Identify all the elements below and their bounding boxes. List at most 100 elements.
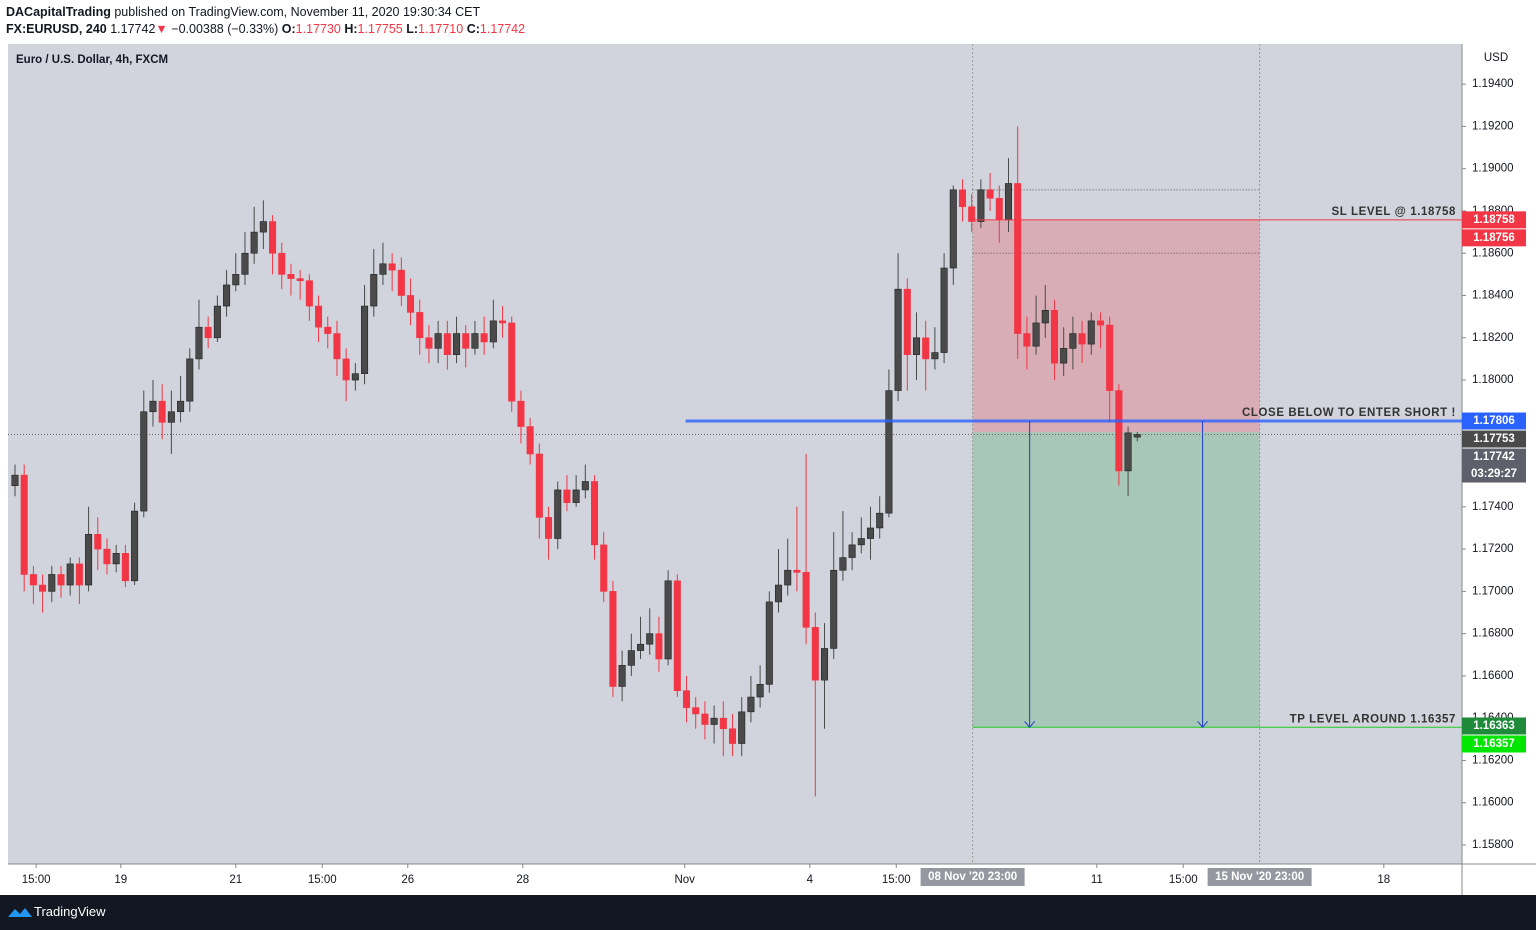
candle-body [434,333,442,349]
level-label: SL LEVEL @ 1.18758 [1331,206,1456,218]
candle-body [416,312,424,339]
candle-body [683,690,691,708]
candle-body [728,728,737,744]
candle-body [1050,309,1059,364]
candle-body [1004,183,1013,220]
x-tick-label: 18 [1377,874,1390,886]
candle-body [167,411,175,423]
candle-body [581,481,589,491]
candle-body [627,650,635,666]
price-tag-label: 1.17806 [1473,415,1515,427]
candle-body [940,267,948,353]
date-tag-label: 15 Nov '20 23:00 [1215,871,1304,883]
candle-body [820,648,829,681]
candle-body [710,717,718,725]
y-tick-label: 1.19400 [1472,78,1514,90]
price-tag-label: 1.17742 [1473,451,1515,463]
candle-body [480,333,488,343]
candle-body [977,189,985,222]
x-tick-label: 15:00 [308,874,337,886]
candle-body [186,358,194,402]
y-tick-label: 1.19000 [1472,163,1514,175]
y-tick-label: 1.19200 [1472,120,1514,132]
candle-body [278,252,286,275]
candle-body [600,544,608,592]
candle-body [351,373,359,381]
candle-body [425,337,433,349]
candle-body [250,231,258,254]
x-tick-label: 15:00 [22,874,51,886]
price-tag [1462,211,1526,229]
price-tag-label: 1.17753 [1473,433,1515,445]
date-tag [920,868,1025,886]
candle-body [591,481,599,546]
x-tick-label: 26 [401,874,414,886]
candle-body [85,534,93,586]
candle-body [195,326,203,360]
chart-title: Euro / U.S. Dollar, 4h, FXCM [16,54,168,66]
candle-body [213,305,221,339]
y-tick-label: 1.17200 [1472,543,1514,555]
ohlc-key: L: [406,22,419,36]
x-tick-label: 21 [229,874,242,886]
x-tick-label: 11 [1091,874,1103,886]
candle-body [407,295,415,313]
candle-body [103,548,111,565]
candle-body [968,206,976,222]
price-tag-label: 1.16363 [1473,720,1515,732]
ohlc-key: C: [466,22,480,36]
profit-zone [972,432,1260,728]
candle-body [609,591,617,687]
brand[interactable]: TradingView [34,904,106,919]
price-tag-label: 1.18758 [1473,214,1515,226]
candle-body [811,626,819,681]
author[interactable]: DACapitalTrading [6,5,111,19]
candle-body [489,320,497,343]
x-tick-label: 15:00 [882,874,911,886]
candle-body [830,569,838,649]
candle-body [29,574,37,586]
candle-body [1060,348,1068,364]
level-label: CLOSE BELOW TO ENTER SHORT ! [1242,407,1456,419]
candle-body [204,326,212,339]
candle-body [75,563,83,586]
y-tick-label: 1.18600 [1472,247,1514,259]
price-tag [1462,229,1526,247]
quote-line: FX:EURUSD, 240 1.17742▼ −0.00388 (−0.33%… [6,21,525,38]
date-tag [1207,868,1312,886]
countdown: 03:29:27 [1471,468,1517,480]
candle-body [756,684,764,698]
candle-body [701,713,709,725]
x-tick-label: 28 [516,874,529,886]
candle-body [462,333,470,349]
y-tick-label: 1.18000 [1472,374,1514,386]
candle-body [572,489,580,503]
price-tag-label: 1.16357 [1473,738,1515,750]
candle-body [1124,432,1132,472]
candle-body [287,274,295,279]
header: DACapitalTrading published on TradingVie… [6,4,525,38]
y-tick-label: 1.16000 [1472,797,1514,809]
candle-body [563,489,571,503]
y-tick-label: 1.18200 [1472,332,1514,344]
x-tick-label: 4 [807,874,814,886]
publish-line: DACapitalTrading published on TradingVie… [6,4,525,21]
change: −0.00388 (−0.33%) [171,22,279,36]
candle-body [241,252,249,275]
candle-body [324,326,332,334]
candle-body [397,269,405,296]
y-tick-label: 1.16800 [1472,628,1514,640]
candle-body [655,633,663,660]
candle-body [388,263,396,271]
candle-body [1032,322,1040,347]
candle-body [1078,333,1086,345]
footer: TradingView [0,895,1536,930]
candle-body [848,544,856,558]
candle-body [177,400,185,413]
candle-body [995,197,1003,220]
symbol: FX:EURUSD, 240 [6,22,107,36]
candle-body [784,569,792,586]
candle-body [57,574,65,586]
currency: USD [1484,52,1508,64]
candle-body [48,574,56,592]
